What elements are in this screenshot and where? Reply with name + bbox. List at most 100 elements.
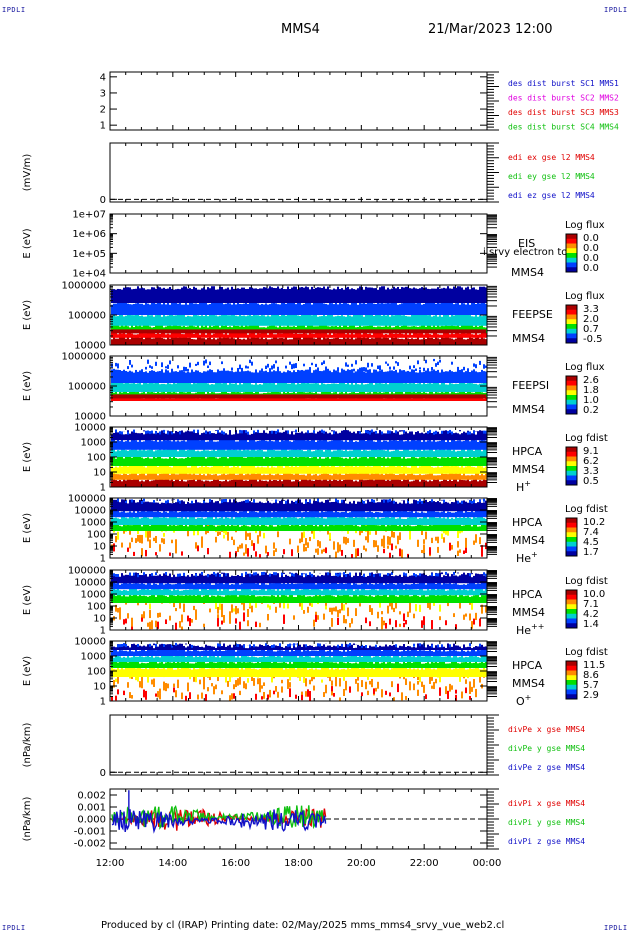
spec-cell: [407, 391, 409, 397]
spec-cell: [353, 500, 355, 512]
spec-cell: [227, 337, 229, 345]
spec-cell: [179, 481, 181, 487]
spec-cell: [415, 450, 417, 457]
spec-cell: [151, 510, 153, 518]
spec-cell: [227, 502, 229, 512]
spec-cell: [163, 439, 165, 450]
spec-cell: [229, 315, 231, 326]
spec-cell: [429, 371, 431, 383]
spec-cell: [441, 302, 443, 315]
spec-cell: [183, 448, 185, 457]
spec-cell: [153, 441, 155, 450]
spec-cell: [423, 303, 425, 315]
colorbar-step: [566, 253, 577, 259]
spec-cell: [155, 315, 157, 326]
spec-cell: [175, 516, 177, 525]
spec-cell: [155, 324, 157, 333]
spec-cell: [173, 371, 175, 383]
spec-cell: [149, 336, 151, 345]
spec-speckle: [417, 543, 419, 547]
spec-cell: [273, 449, 275, 457]
spec-cell: [429, 464, 431, 474]
spec-cell: [157, 441, 159, 450]
spec-cell: [309, 478, 311, 487]
spec-speckle: [345, 536, 347, 545]
spec-cell: [349, 515, 351, 525]
spec-cell: [155, 450, 157, 457]
spec-cell: [303, 523, 305, 531]
spec-cell: [115, 390, 117, 397]
colorbar-tick-label-5: 1.8: [583, 385, 599, 396]
spec-cell: [297, 289, 299, 303]
spec-cell: [147, 324, 149, 333]
spec-speckle: [247, 548, 249, 557]
spec-cell: [143, 481, 145, 487]
spec-fringe: [223, 431, 225, 435]
spec-cell: [449, 430, 451, 441]
spec-cell: [389, 509, 391, 518]
spec-cell: [475, 467, 477, 474]
spec-speckle: [193, 526, 195, 536]
spec-cell: [231, 371, 233, 383]
spec-cell: [237, 302, 239, 315]
spec-cell: [119, 431, 121, 441]
spec-cell: [369, 478, 371, 487]
spec-cell: [335, 370, 337, 383]
spec-cell: [191, 456, 193, 466]
spec-cell: [313, 474, 315, 480]
spec-cell: [149, 397, 151, 401]
spec-cell: [325, 384, 327, 392]
spec-fringe: [153, 500, 155, 504]
spec-cell: [255, 502, 257, 512]
spec-cell: [391, 288, 393, 303]
spec-cell: [195, 456, 197, 466]
spec-cell: [351, 337, 353, 345]
spec-cell: [147, 359, 149, 364]
spec-cell: [245, 397, 247, 401]
spec-cell: [155, 500, 157, 512]
spec-cell: [351, 509, 353, 518]
spec-cell: [263, 287, 265, 303]
spec-cell: [205, 289, 207, 303]
spec-cell: [117, 450, 119, 457]
spec-speckle: [365, 536, 367, 541]
spec-cell: [425, 333, 427, 338]
spec-cell: [373, 480, 375, 487]
spec-cell: [303, 336, 305, 345]
spec-cell: [415, 511, 417, 518]
spec-cell: [357, 466, 359, 474]
spec-fringe: [285, 500, 287, 504]
spec-speckle: [197, 529, 199, 536]
spec-cell: [131, 473, 133, 480]
spec-cell: [173, 289, 175, 303]
spec-cell: [265, 338, 267, 345]
spec-cell: [165, 465, 167, 474]
spec-cell: [119, 518, 121, 525]
spec-cell: [299, 526, 301, 531]
spec-cell: [231, 438, 233, 450]
spec-speckle: [145, 549, 147, 557]
spec-cell: [307, 398, 309, 401]
spec-cell: [351, 397, 353, 401]
spec-cell: [137, 441, 139, 450]
spec-cell: [429, 457, 431, 466]
spec-cell: [435, 479, 437, 487]
spec-cell: [337, 304, 339, 315]
spec-cell: [153, 433, 155, 441]
spec-cell: [189, 391, 191, 397]
spec-cell: [173, 499, 175, 512]
spec-cell: [375, 478, 377, 487]
spec-cell: [345, 501, 347, 512]
y-tick-label-6: 10000: [74, 423, 106, 434]
spec-cell: [357, 369, 359, 383]
spec-cell: [173, 332, 175, 338]
spec-cell: [469, 289, 471, 303]
spec-cell: [175, 315, 177, 326]
spec-cell: [401, 370, 403, 383]
spec-cell: [155, 464, 157, 474]
spec-cell: [311, 304, 313, 315]
spec-cell: [289, 510, 291, 518]
spec-cell: [359, 448, 361, 457]
spec-cell: [403, 500, 405, 512]
spec-cell: [145, 302, 147, 315]
